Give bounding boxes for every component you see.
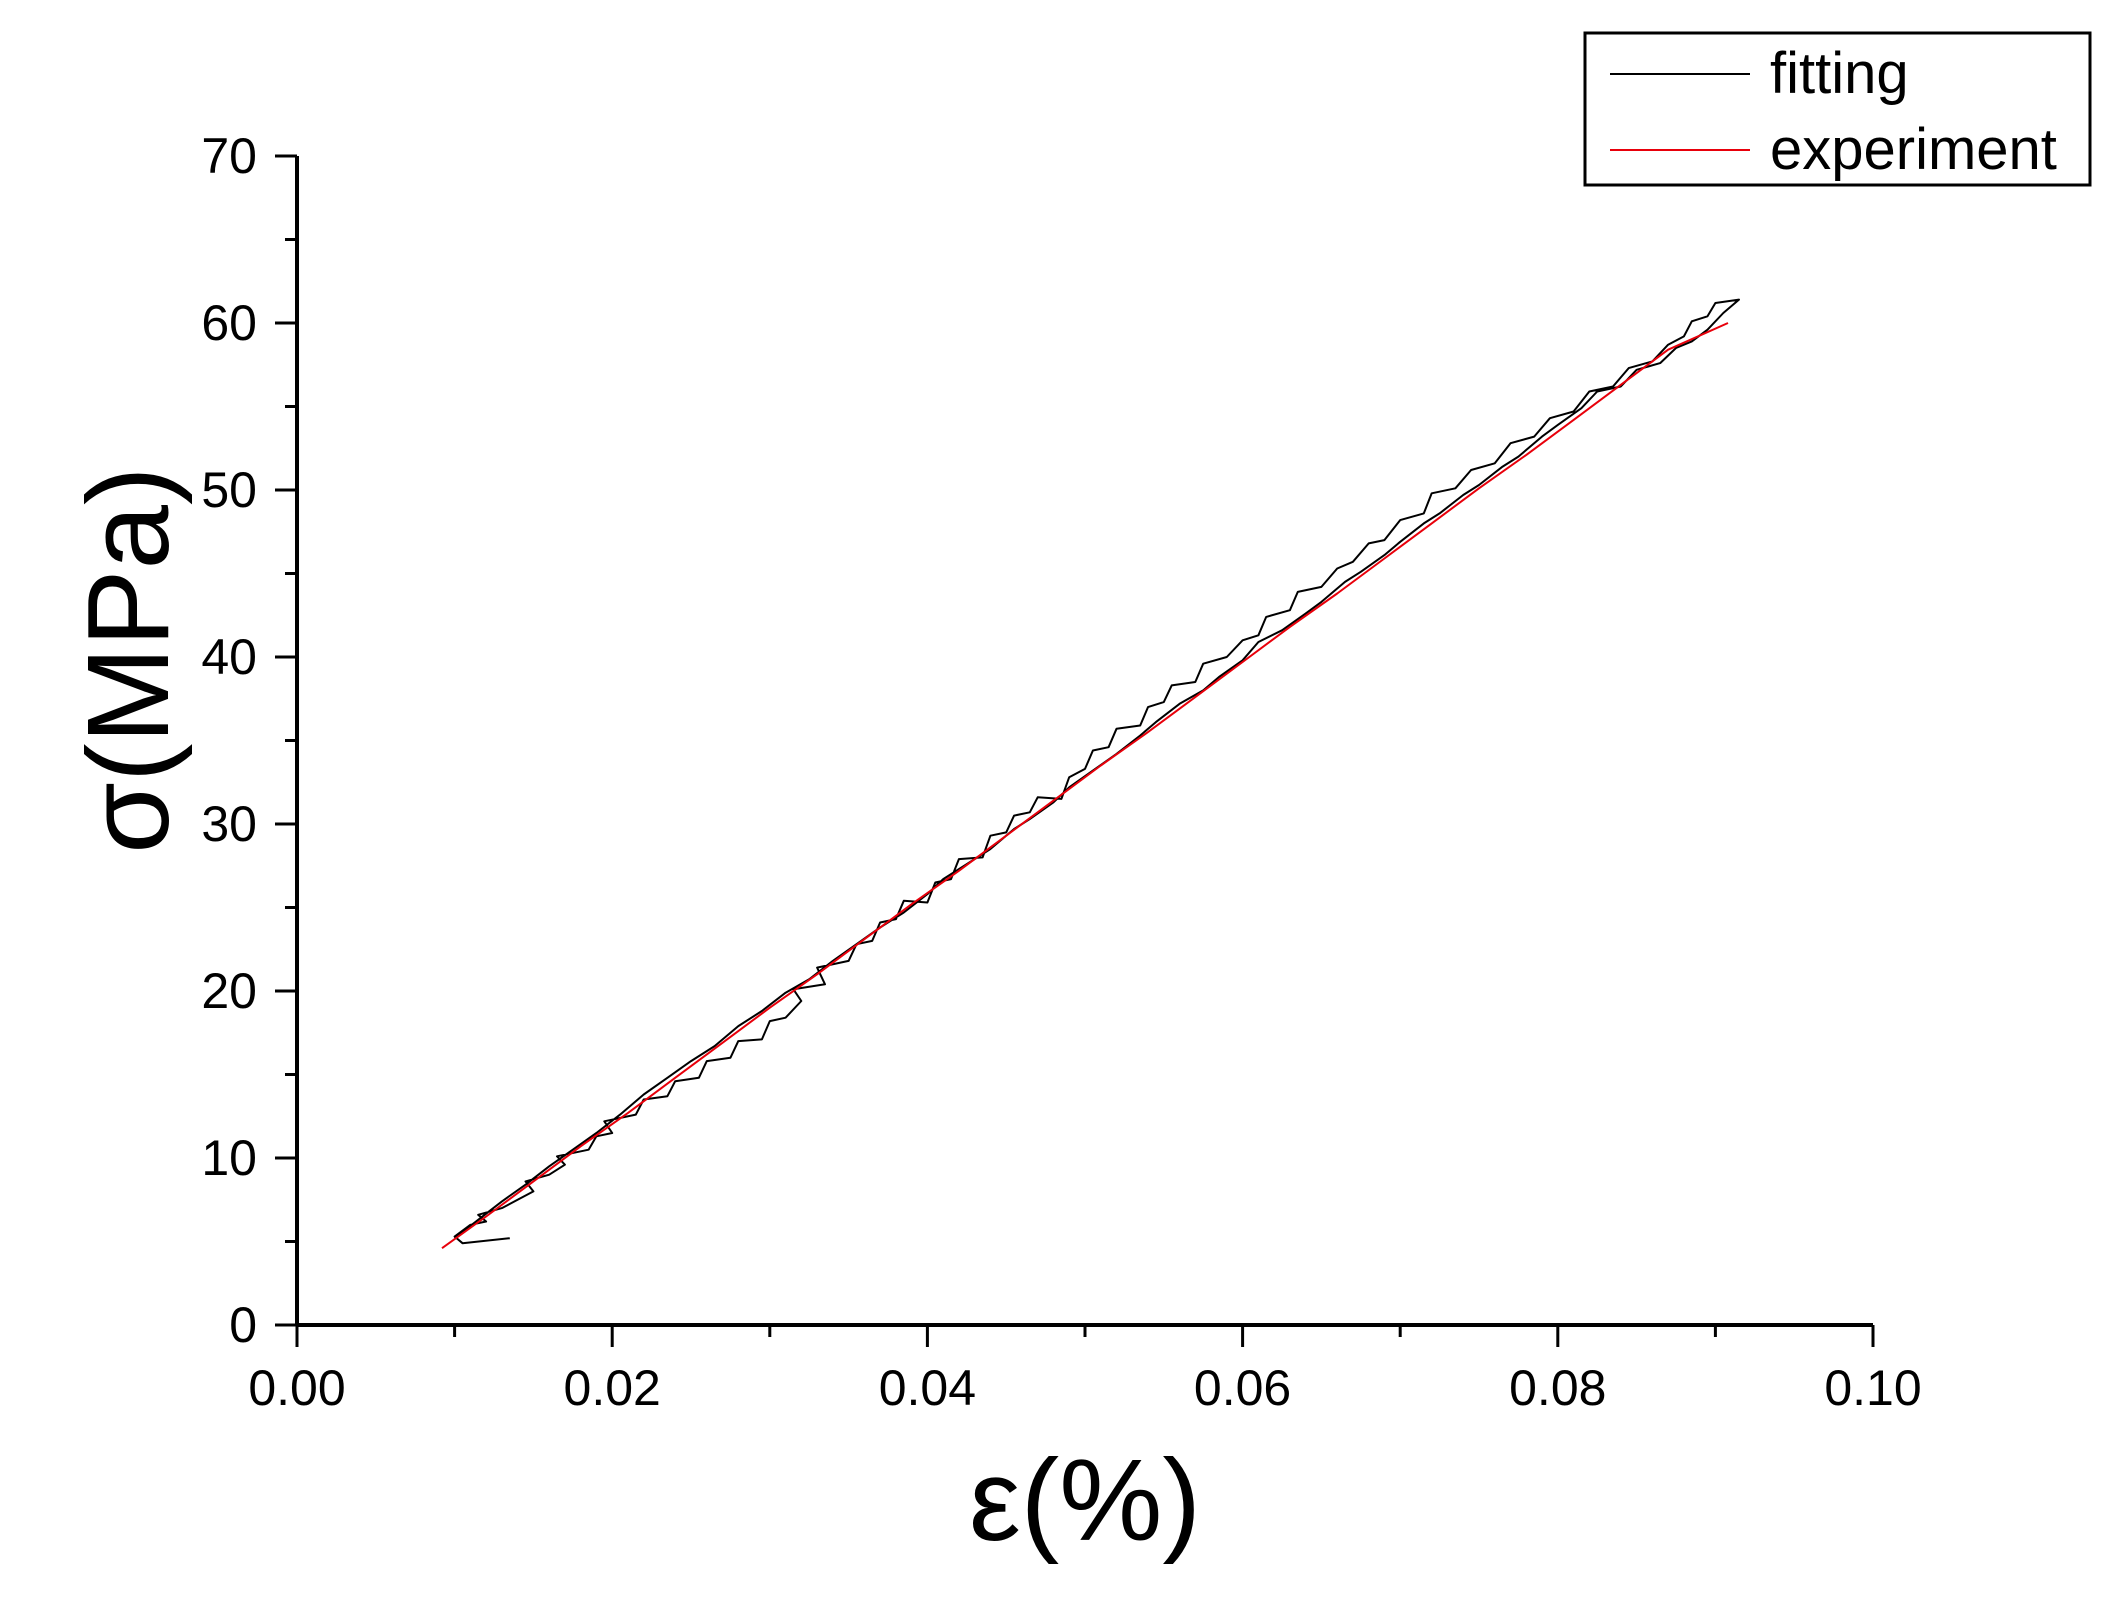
y-axis-label: σ(MPa) [63,466,193,853]
legend: fitting experiment [1583,31,2092,187]
y-tick-label: 0 [229,1297,257,1353]
y-tick-label: 50 [201,462,257,518]
x-tick-label: 0.02 [564,1360,661,1416]
plot-area [441,298,1740,1250]
x-tick-label: 0.10 [1824,1360,1921,1416]
y-tick-label: 10 [201,1130,257,1186]
x-ticks: 0.00 0.02 0.04 0.06 0.08 0.10 [248,1325,1922,1416]
x-tick-label: 0.08 [1509,1360,1606,1416]
y-tick-label: 60 [201,295,257,351]
legend-box [1583,31,2092,187]
x-tick-label: 0.06 [1194,1360,1291,1416]
series-line-experiment [441,322,1729,1250]
y-tick-label: 30 [201,796,257,852]
y-tick-label: 20 [201,963,257,1019]
y-tick-label: 40 [201,629,257,685]
x-tick-label: 0.00 [248,1360,345,1416]
x-tick-label: 0.04 [879,1360,976,1416]
y-ticks: 0 10 20 30 40 50 60 70 [201,128,297,1353]
y-tick-label: 70 [201,128,257,184]
x-axis-label: ε(%) [969,1435,1201,1565]
legend-label-fitting: fitting [1770,41,1909,106]
legend-label-experiment: experiment [1770,117,2057,182]
